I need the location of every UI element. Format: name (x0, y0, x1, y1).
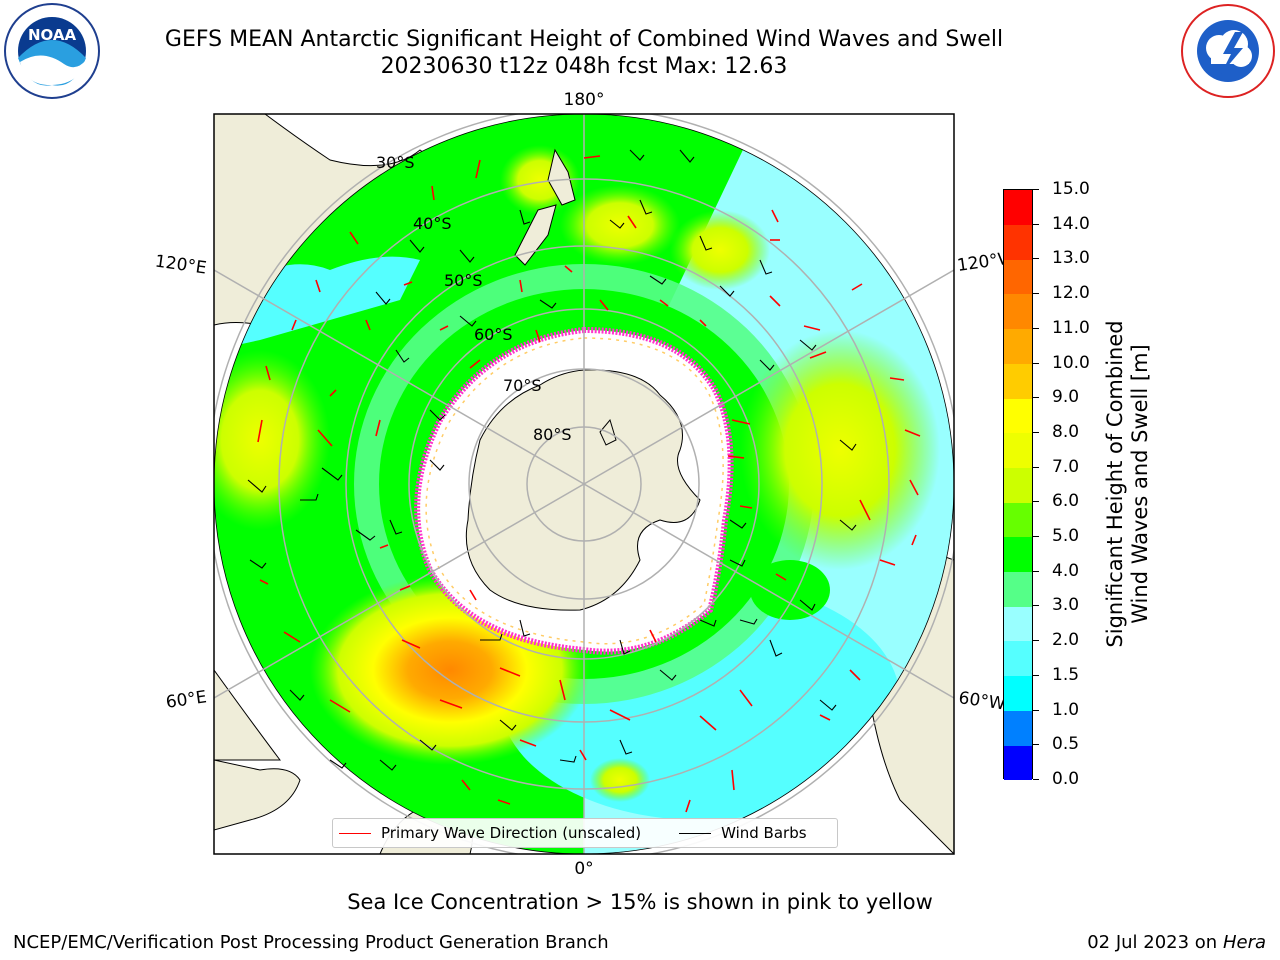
sea-ice-note: Sea Ice Concentration > 15% is shown in … (347, 890, 933, 914)
colorbar-segment (1004, 537, 1032, 573)
noaa-logo-text: NOAA (28, 26, 77, 44)
lat-label-60s: 60°S (474, 325, 513, 344)
colorbar-segment (1004, 294, 1032, 330)
colorbar-segment (1004, 675, 1032, 711)
lon-label-60e: 60°E (165, 687, 208, 712)
colorbar-tick-label: 1.5 (1052, 664, 1080, 685)
colorbar-tick (1033, 779, 1039, 780)
colorbar-segment (1004, 363, 1032, 399)
colorbar-tick-label: 11.0 (1052, 317, 1090, 338)
noaa-logo: NOAA (4, 3, 100, 99)
colorbar-tick-label: 5.0 (1052, 526, 1080, 547)
colorbar-segment (1004, 398, 1032, 434)
colorbar-tick (1033, 501, 1039, 503)
colorbar-segment (1004, 467, 1032, 503)
footer-date-text: 02 Jul 2023 on (1087, 932, 1218, 953)
colorbar-tick (1033, 293, 1039, 295)
colorbar-tick (1033, 674, 1039, 676)
legend-wind-barbs: Wind Barbs (673, 824, 807, 842)
colorbar-segment (1004, 432, 1032, 468)
colorbar-tick-label: 9.0 (1052, 387, 1080, 408)
colorbar-tick (1033, 640, 1039, 642)
lat-label-50s: 50°S (444, 271, 483, 290)
colorbar-tick-label: 10.0 (1052, 352, 1090, 373)
lon-label-180: 180° (564, 90, 605, 110)
colorbar-tick (1033, 189, 1039, 190)
colorbar-tick-label: 15.0 (1052, 179, 1090, 199)
colorbar-tick (1033, 327, 1039, 329)
legend-wave-direction: Primary Wave Direction (unscaled) (333, 824, 641, 842)
colorbar-tick-label: 13.0 (1052, 248, 1090, 269)
lon-label-0: 0° (574, 859, 593, 879)
map-frame (213, 113, 955, 855)
lat-label-70s: 70°S (503, 376, 542, 395)
graticule (214, 114, 954, 854)
colorbar-tick (1033, 466, 1039, 468)
nws-logo (1181, 4, 1275, 98)
colorbar-tick (1033, 258, 1039, 260)
colorbar-tick (1033, 536, 1039, 538)
colorbar-tick-label: 7.0 (1052, 456, 1080, 477)
chart-title: GEFS MEAN Antarctic Significant Height o… (164, 27, 1004, 52)
colorbar-segment (1004, 502, 1032, 538)
new-zealand (514, 148, 576, 266)
colorbar (1003, 189, 1033, 781)
colorbar-tick-label: 2.0 (1052, 630, 1080, 651)
colorbar-tick (1033, 744, 1039, 746)
colorbar-tick-label: 1.0 (1052, 699, 1080, 720)
colorbar-segment (1004, 328, 1032, 364)
colorbar-tick-label: 0.0 (1052, 769, 1080, 789)
colorbar-segment (1004, 606, 1032, 642)
colorbar-tick (1033, 397, 1039, 399)
colorbar-label-line2: Wind Waves and Swell [m] (1128, 344, 1152, 624)
map-legend: Primary Wave Direction (unscaled) Wind B… (332, 818, 838, 848)
colorbar-tick-label: 8.0 (1052, 421, 1080, 442)
lon-label-60w: 60°W (957, 688, 1006, 714)
footer-host: Hera (1222, 932, 1266, 953)
legend-barb-swatch (679, 832, 712, 834)
colorbar-tick (1033, 223, 1039, 225)
legend-wave-label: Primary Wave Direction (unscaled) (381, 824, 642, 842)
legend-wave-swatch (339, 832, 371, 834)
colorbar-tick (1033, 362, 1039, 364)
colorbar-segment (1004, 259, 1032, 295)
colorbar-segment (1004, 710, 1032, 746)
footer-credit: NCEP/EMC/Verification Post Processing Pr… (13, 932, 609, 953)
wave-direction-arrows (257, 155, 921, 813)
footer-date: 02 Jul 2023 on Hera (1087, 932, 1266, 953)
lon-label-120e: 120°E (154, 252, 208, 279)
colorbar-segment (1004, 745, 1032, 781)
colorbar-tick (1033, 431, 1039, 433)
colorbar-segment (1004, 571, 1032, 607)
colorbar-tick-label: 4.0 (1052, 560, 1080, 581)
antarctica (465, 369, 701, 611)
lat-label-30s: 30°S (376, 153, 415, 172)
forecast-subtitle: 20230630 t12z 048h fcst Max: 12.63 (380, 54, 788, 79)
colorbar-segment (1004, 224, 1032, 260)
colorbar-tick-label: 14.0 (1052, 213, 1090, 234)
colorbar-segment (1004, 641, 1032, 677)
legend-barb-label: Wind Barbs (721, 824, 807, 842)
colorbar-tick (1033, 709, 1039, 711)
colorbar-tick-label: 12.0 (1052, 283, 1090, 304)
colorbar-label-line1: Significant Height of Combined (1103, 320, 1127, 648)
colorbar-tick (1033, 570, 1039, 572)
lat-label-80s: 80°S (533, 425, 572, 444)
colorbar-tick-label: 0.5 (1052, 734, 1080, 755)
colorbar-tick (1033, 605, 1039, 607)
lat-label-40s: 40°S (413, 214, 452, 233)
colorbar-tick-label: 6.0 (1052, 491, 1080, 512)
colorbar-tick-label: 3.0 (1052, 595, 1080, 616)
wind-barbs (247, 149, 857, 771)
colorbar-segment (1004, 190, 1032, 225)
